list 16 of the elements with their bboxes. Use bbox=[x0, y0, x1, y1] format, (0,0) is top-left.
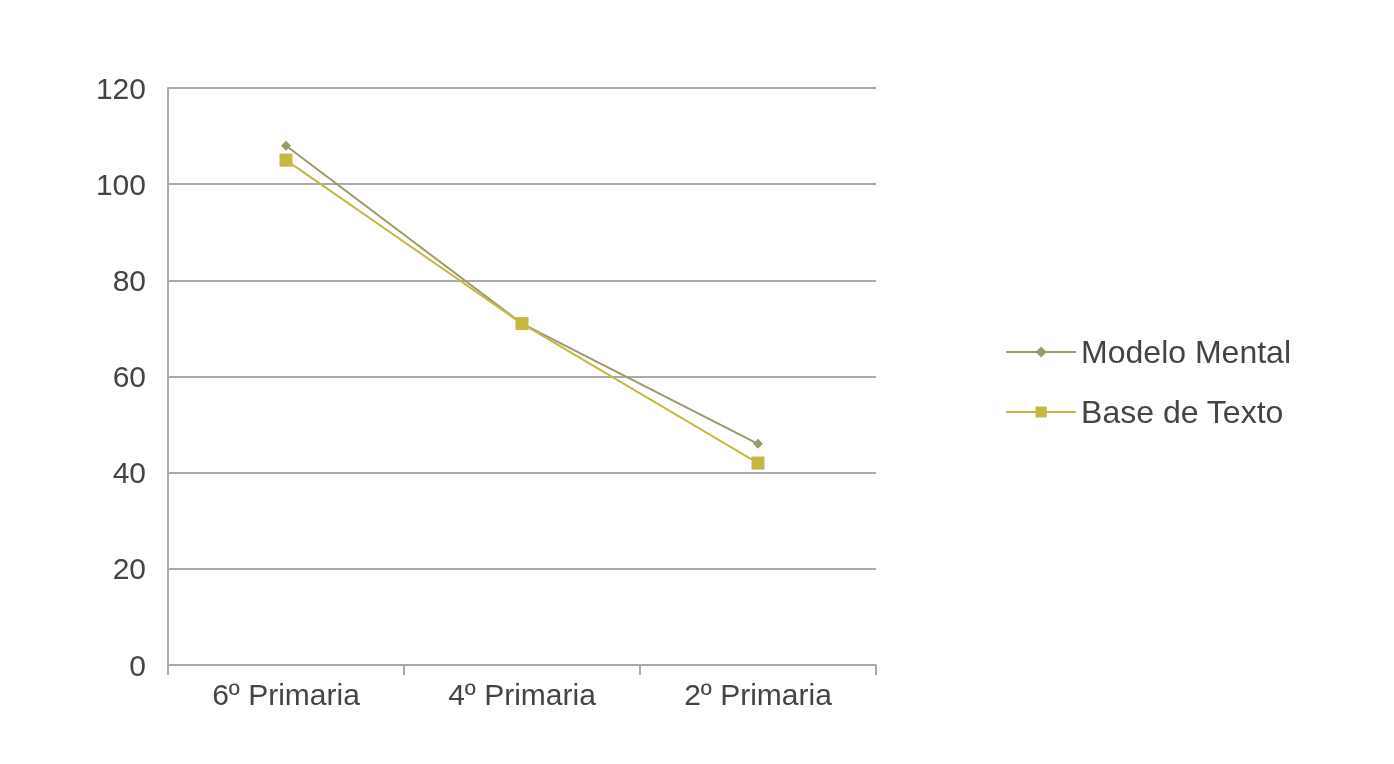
y-tick-label: 120 bbox=[95, 71, 146, 105]
y-tick-label: 60 bbox=[112, 360, 146, 393]
point bbox=[281, 140, 291, 151]
x-tick-label: 6º Primaria bbox=[212, 677, 361, 711]
y-tick-label: 40 bbox=[112, 456, 146, 490]
x-tick-label: 4º Primaria bbox=[448, 677, 597, 711]
point bbox=[753, 438, 763, 449]
y-tick-label: 0 bbox=[129, 648, 146, 682]
y-tick-label: 20 bbox=[112, 552, 146, 586]
point bbox=[751, 456, 765, 470]
y-tick-label: 100 bbox=[95, 167, 146, 201]
legend-label: Modelo Mental bbox=[1081, 334, 1291, 370]
x-tick-label: 2º Primaria bbox=[684, 677, 833, 711]
legend-label: Base de Texto bbox=[1081, 394, 1284, 430]
y-tick-label: 80 bbox=[112, 263, 146, 297]
point bbox=[279, 153, 293, 167]
